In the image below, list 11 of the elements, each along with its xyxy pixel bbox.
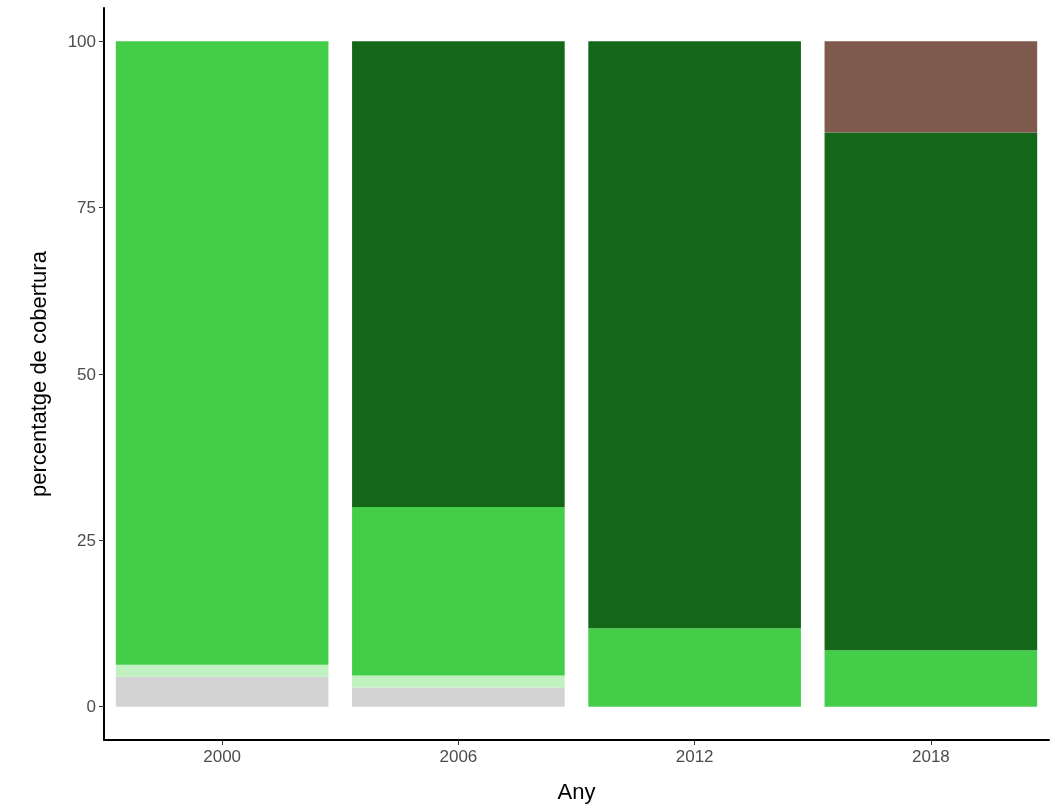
y-tick-label: 25 xyxy=(77,530,96,550)
x-axis-title: Any xyxy=(557,778,596,804)
x-tick-label: 2012 xyxy=(675,747,714,766)
y-tick-label: 50 xyxy=(77,364,96,384)
y-axis-title: percentatge de cobertura xyxy=(25,250,51,497)
y-tick-label: 100 xyxy=(67,31,96,51)
y-tick-label: 75 xyxy=(77,198,96,218)
x-tick-label: 2000 xyxy=(203,747,242,766)
x-tick-label: 2018 xyxy=(911,747,950,766)
x-tick-label: 2006 xyxy=(439,747,478,766)
y-tick-label: 0 xyxy=(86,697,96,717)
